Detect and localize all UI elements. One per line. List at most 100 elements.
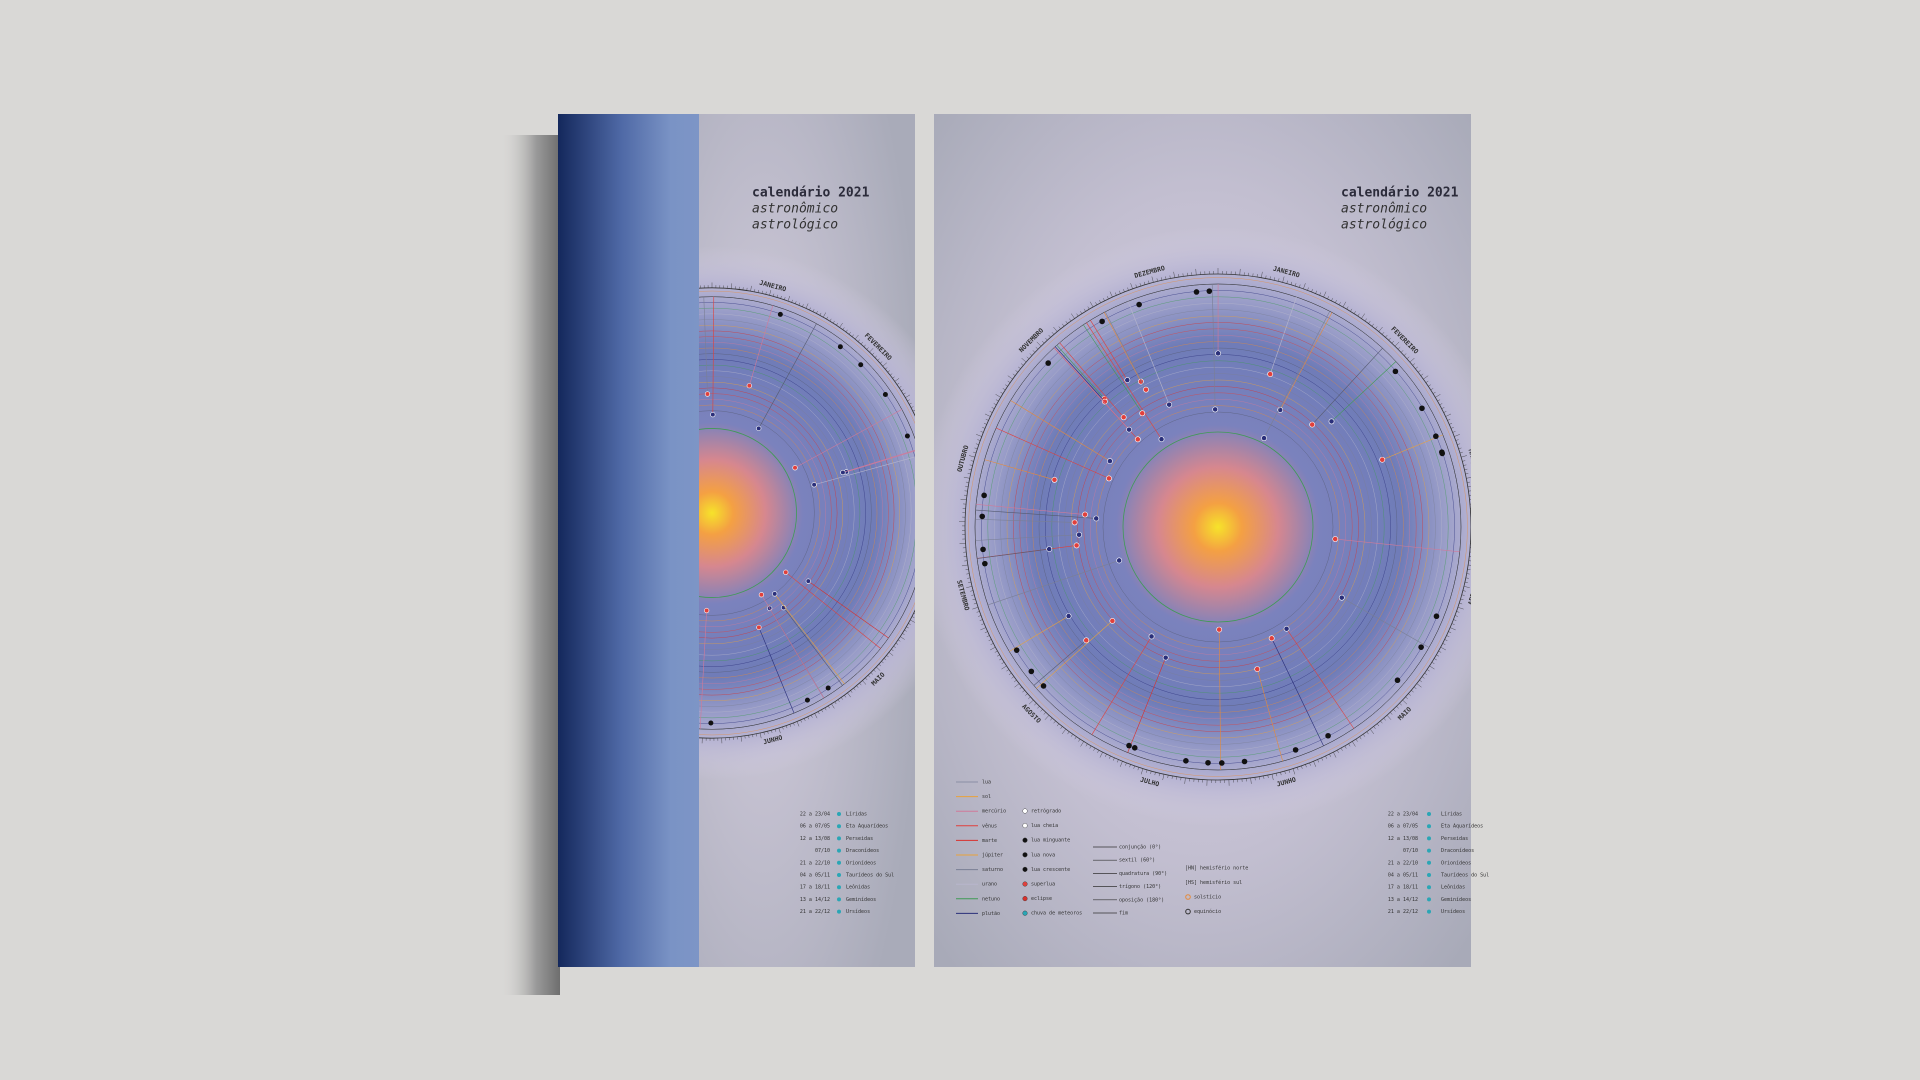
day-tick — [1429, 665, 1435, 670]
day-tick — [989, 411, 993, 413]
day-tick — [1338, 302, 1341, 305]
day-tick — [1294, 283, 1297, 287]
orbit-ring — [1089, 398, 1347, 656]
day-tick — [1421, 676, 1425, 679]
event-dot — [1116, 557, 1123, 564]
day-tick — [1460, 598, 1464, 600]
day-tick — [923, 592, 926, 593]
day-tick — [1380, 720, 1383, 724]
day-tick — [896, 382, 900, 385]
meteor-dot — [1427, 909, 1431, 914]
day-tick — [1465, 577, 1469, 579]
day-tick — [1035, 347, 1039, 350]
day-tick — [1394, 341, 1400, 347]
day-tick — [912, 409, 915, 412]
legend-symbol — [1022, 808, 1028, 814]
aspect-line — [987, 560, 1120, 606]
day-tick — [1278, 278, 1280, 282]
event-dot — [1332, 536, 1339, 542]
aspect-line — [1311, 347, 1383, 425]
aspect-line — [1341, 597, 1430, 648]
day-tick — [965, 569, 969, 570]
meteor-name: Orionídeos — [846, 859, 876, 866]
day-tick — [910, 619, 915, 623]
orbit-ring — [699, 347, 878, 679]
day-tick — [1462, 590, 1466, 592]
day-tick — [1005, 384, 1008, 387]
day-tick — [1412, 363, 1416, 366]
day-tick — [1428, 384, 1431, 387]
event-dot — [1093, 515, 1100, 522]
day-tick — [1436, 654, 1440, 657]
legend-symbol — [1022, 852, 1028, 858]
legend-symbol — [1022, 910, 1028, 916]
meteor-date: 12 a 13/08 — [1388, 836, 1418, 842]
day-tick — [1457, 607, 1464, 610]
day-tick — [1280, 772, 1282, 776]
aspect-line — [1211, 284, 1216, 410]
day-tick — [916, 417, 918, 418]
day-tick — [1123, 289, 1125, 293]
meteor-dot — [1427, 836, 1431, 841]
day-tick — [974, 447, 978, 450]
day-tick — [1265, 275, 1267, 279]
day-tick — [1440, 646, 1447, 651]
meteor-date: 04 a 05/11 — [1388, 873, 1418, 879]
day-tick — [1053, 326, 1058, 332]
aspect-line — [1104, 311, 1147, 390]
meteor-name: Leônidas — [1441, 884, 1465, 891]
day-tick — [876, 666, 881, 671]
day-tick — [1459, 602, 1463, 605]
event-dot — [1126, 426, 1132, 433]
day-tick — [1442, 643, 1446, 645]
day-tick — [927, 581, 930, 582]
day-tick — [1080, 741, 1084, 747]
day-tick — [493, 584, 498, 586]
day-tick — [990, 643, 994, 645]
day-tick — [841, 697, 843, 700]
day-tick — [995, 394, 1001, 398]
day-tick — [1034, 703, 1037, 706]
day-tick — [828, 705, 830, 709]
meteor-name: Perseidas — [1441, 836, 1468, 842]
day-tick — [872, 352, 875, 355]
day-tick — [1376, 723, 1380, 727]
aspect-line — [1086, 322, 1162, 440]
day-tick — [1007, 375, 1013, 380]
legend-label: retrógrado — [1031, 808, 1061, 815]
legend-label: eclipse — [1031, 896, 1052, 902]
meteor-date: 17 a 18/11 — [800, 885, 830, 891]
day-tick — [498, 435, 501, 436]
day-tick — [1006, 669, 1010, 672]
day-tick — [854, 334, 859, 340]
event-dot — [772, 591, 778, 597]
day-tick — [922, 431, 927, 433]
day-tick — [927, 446, 930, 447]
day-tick — [1007, 380, 1011, 383]
meteor-date: 07/10 — [815, 848, 830, 854]
day-tick — [831, 703, 835, 709]
meteor-dot — [837, 897, 841, 902]
day-tick — [917, 606, 919, 607]
legend-symbol — [1022, 866, 1028, 872]
legend-label: mercúrio — [982, 808, 1006, 815]
day-tick — [1025, 693, 1028, 696]
title-right: calendário 2021 astronômico astrológico — [1341, 186, 1459, 233]
event-dot — [1139, 410, 1146, 417]
day-tick — [1303, 283, 1306, 289]
day-tick — [1160, 277, 1163, 281]
orbit-ring — [699, 336, 889, 690]
day-tick — [1301, 765, 1303, 769]
day-tick — [1355, 738, 1358, 742]
day-tick — [489, 465, 492, 466]
moon-phase — [1040, 683, 1047, 689]
day-tick — [824, 707, 827, 711]
day-tick — [1058, 326, 1061, 330]
day-tick — [1403, 353, 1407, 356]
day-tick — [1416, 683, 1422, 688]
event-dot — [746, 383, 752, 389]
day-tick — [1032, 350, 1036, 353]
moon-phase — [1439, 450, 1446, 457]
day-tick — [1331, 298, 1333, 301]
legend-symbol — [1022, 896, 1028, 902]
